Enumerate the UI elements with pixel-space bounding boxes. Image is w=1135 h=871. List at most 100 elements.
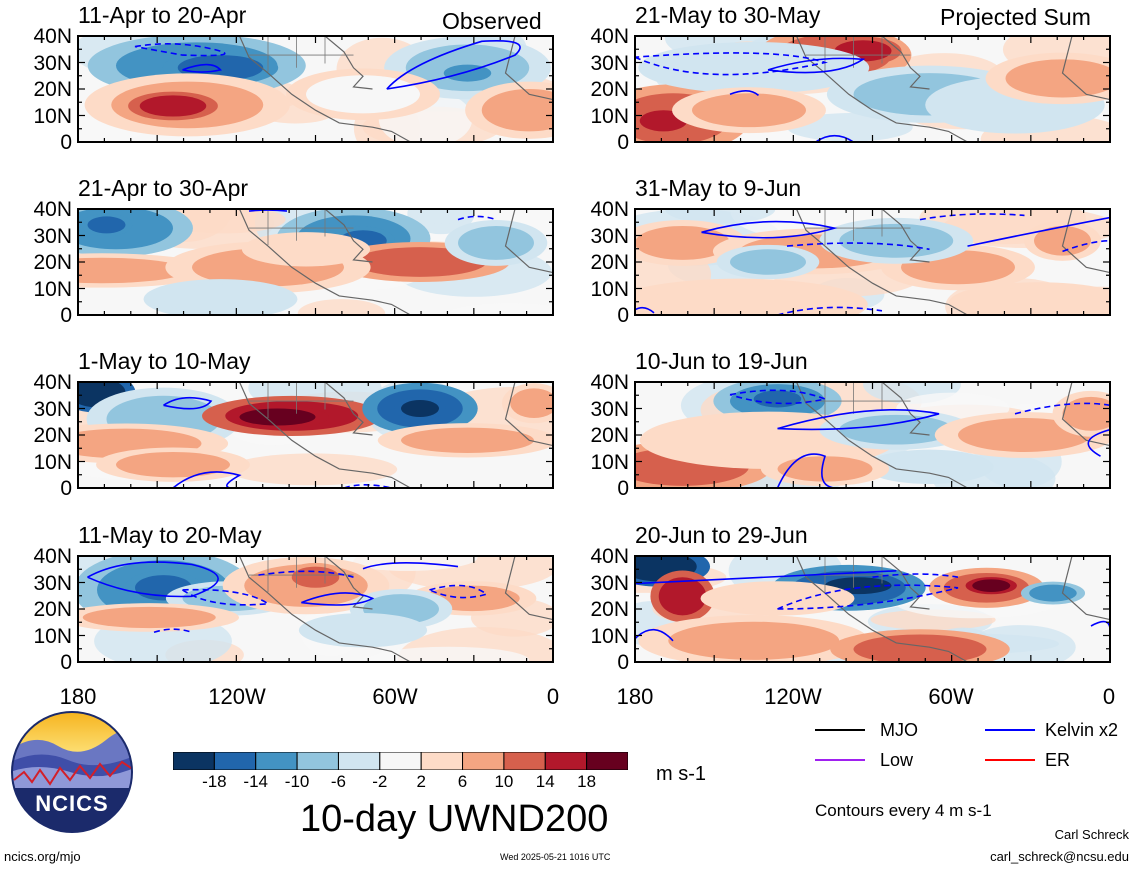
coastline	[795, 36, 968, 142]
colorbar-swatch	[296, 752, 339, 770]
field-anomaly	[668, 621, 840, 660]
lat-label-p5-30n: 30N	[590, 51, 629, 75]
lat-label-p6-40n: 40N	[590, 198, 629, 221]
coastline-africa	[1061, 556, 1110, 621]
footer-timestamp: Wed 2025-05-21 1016 UTC	[500, 852, 611, 862]
coastline	[238, 382, 411, 488]
lat-label-p5-10n: 10N	[590, 104, 629, 128]
field-anomaly	[658, 577, 707, 616]
coastline	[324, 556, 373, 610]
field-anomaly	[839, 223, 954, 258]
lat-label-p7-40n: 40N	[590, 371, 629, 394]
field-anomaly	[315, 617, 411, 643]
contour-line	[635, 570, 897, 585]
contour-line	[701, 220, 838, 239]
field-anomaly	[972, 579, 1011, 593]
coastline-africa	[1061, 36, 1110, 101]
field-cell	[367, 646, 530, 662]
colorbar-swatch	[213, 752, 257, 770]
field-anomaly	[644, 285, 835, 315]
lat-label-p2-40n: 40N	[33, 198, 72, 221]
field-cell	[786, 113, 913, 142]
legend-label-low: Low	[880, 750, 914, 770]
colorbar-swatch	[462, 752, 505, 770]
lon-label-right-60w: 60W	[928, 684, 974, 709]
lon-label-right-0: 0	[1102, 684, 1116, 709]
field-anomaly	[239, 408, 316, 426]
contour-line	[1014, 402, 1110, 415]
lat-label-p4-20n: 20N	[33, 598, 72, 621]
field-anomaly	[958, 418, 1091, 452]
coastline-africa	[504, 382, 553, 447]
field-anomaly	[730, 249, 806, 275]
field-cell	[297, 299, 386, 315]
lat-label-p8-40n: 40N	[590, 545, 629, 568]
field-anomaly	[635, 225, 730, 260]
field-anomaly	[291, 566, 340, 588]
contour-line	[1062, 240, 1110, 253]
contour-line	[429, 584, 489, 599]
contour-line	[248, 209, 288, 212]
lat-label-p3-0: 0	[60, 477, 72, 500]
lat-label-p7-10n: 10N	[590, 450, 629, 474]
panel-period-6: 31-May to 9-Jun	[635, 175, 802, 201]
map-panel-7	[634, 381, 1111, 489]
coastline	[881, 556, 930, 610]
contour-line	[777, 306, 883, 315]
field-cell	[665, 209, 776, 224]
contour-line	[182, 63, 223, 73]
map-panel-8	[634, 555, 1111, 663]
map-panel-2	[77, 208, 554, 316]
field-anomaly	[401, 400, 439, 417]
contour-line	[163, 396, 213, 410]
map-panel-1	[77, 35, 554, 143]
colorbar-swatch	[173, 752, 215, 770]
field-anomaly	[853, 634, 987, 662]
contour-line	[457, 215, 497, 221]
lat-label-p6-30n: 30N	[590, 224, 629, 248]
map-panel-6	[634, 208, 1111, 316]
footer-author: Carl Schreck	[1054, 827, 1129, 842]
coastline-africa	[504, 36, 553, 101]
colorbar-tick-label: -2	[372, 772, 388, 791]
colorbar-tick-label: 18	[577, 772, 597, 791]
panel-period-2: 21-Apr to 30-Apr	[78, 175, 249, 201]
lat-label-p1-30n: 30N	[33, 51, 72, 75]
contour-line	[153, 628, 193, 634]
panel-period-1: 11-Apr to 20-Apr	[78, 2, 247, 28]
colorbar-swatch	[420, 752, 464, 770]
legend-label-er: ER	[1045, 750, 1071, 770]
field-anomaly	[1034, 225, 1091, 256]
contour-line	[87, 561, 219, 598]
colorbar-tick-label: -10	[284, 772, 310, 791]
lon-label-left-180: 180	[59, 684, 97, 709]
lat-label-p7-30n: 30N	[590, 397, 629, 421]
lat-label-p4-10n: 10N	[33, 624, 72, 648]
legend-label-kelvin: Kelvin x2	[1045, 720, 1119, 740]
contour-line	[777, 408, 940, 431]
legend-label-mjo: MJO	[880, 720, 918, 740]
state-borders	[806, 382, 911, 419]
contour-line	[1087, 428, 1110, 457]
projected-label: Projected Sum	[940, 4, 1091, 30]
contour-line	[362, 562, 459, 570]
field-anomaly	[692, 93, 806, 128]
lat-label-p5-40n: 40N	[590, 25, 629, 48]
contour-line	[635, 306, 655, 314]
field-anomaly	[481, 89, 553, 132]
contour-line	[729, 389, 828, 405]
contour-line	[776, 453, 835, 488]
map-panel-5	[634, 35, 1111, 143]
lat-label-p8-10n: 10N	[590, 624, 629, 648]
lat-label-p7-20n: 20N	[590, 424, 629, 447]
colorbar-units: m s-1	[656, 763, 706, 785]
contour-line	[635, 52, 828, 76]
colorbar-swatch	[379, 752, 422, 770]
field-anomaly	[1005, 59, 1110, 98]
coastline	[881, 209, 930, 263]
field-anomaly	[972, 287, 1106, 315]
field-anomaly	[163, 284, 278, 314]
lat-label-p6-0: 0	[617, 304, 629, 327]
field-anomaly	[1062, 396, 1110, 431]
field-anomaly	[258, 236, 354, 262]
